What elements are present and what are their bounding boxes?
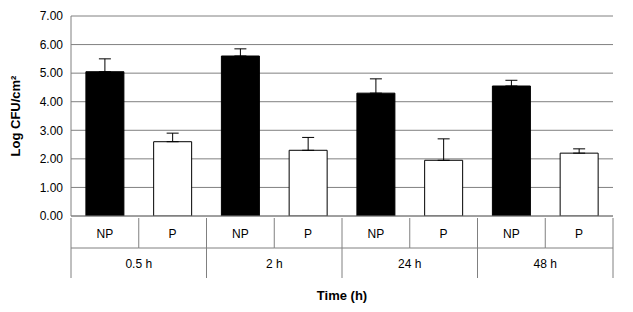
svg-text:P: P (575, 227, 583, 241)
svg-text:48 h: 48 h (534, 257, 557, 271)
svg-text:P: P (304, 227, 312, 241)
svg-text:5.00: 5.00 (40, 66, 64, 80)
svg-text:0.5 h: 0.5 h (125, 257, 152, 271)
svg-text:1.00: 1.00 (40, 181, 64, 195)
svg-text:P: P (440, 227, 448, 241)
svg-text:3.00: 3.00 (40, 124, 64, 138)
svg-text:NP: NP (232, 227, 249, 241)
svg-text:P: P (169, 227, 177, 241)
svg-text:2 h: 2 h (266, 257, 283, 271)
svg-text:NP: NP (97, 227, 114, 241)
svg-text:24 h: 24 h (398, 257, 421, 271)
svg-text:2.00: 2.00 (40, 152, 64, 166)
svg-text:6.00: 6.00 (40, 38, 64, 52)
svg-text:NP: NP (503, 227, 520, 241)
svg-text:NP: NP (368, 227, 385, 241)
svg-text:0.00: 0.00 (40, 209, 64, 223)
svg-text:Log CFU/cm²: Log CFU/cm² (8, 75, 23, 157)
svg-text:7.00: 7.00 (40, 9, 64, 23)
svg-text:Time (h): Time (h) (317, 288, 367, 303)
svg-text:4.00: 4.00 (40, 95, 64, 109)
